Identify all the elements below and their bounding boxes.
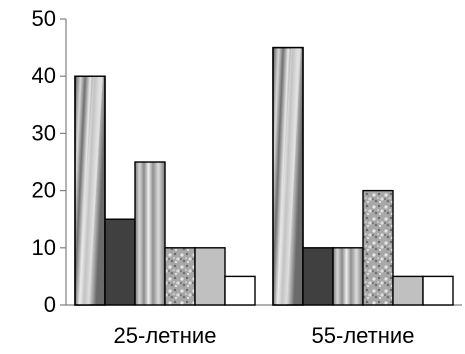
y-tick-label: 0 [44,292,56,317]
y-tick-label: 30 [32,120,56,145]
bar-outline-series-1-cat-2 [272,46,304,306]
bar-series-4-cat-2 [362,189,394,306]
bar-series-5-cat-2 [392,275,424,306]
y-tick-label: 10 [32,235,56,260]
bar-series-5-cat-1 [194,247,226,306]
bar-series-6-cat-2 [422,275,454,306]
bar-highlight-series-1-cat-2 [277,47,301,305]
y-tick-label: 40 [32,63,56,88]
bar-series-4-cat-1 [164,247,196,306]
x-category-label: 55-летние [312,323,415,348]
bar-highlight-series-1-cat-1 [79,76,103,305]
bar-series-3-cat-1 [134,161,166,306]
bar-series-6-cat-1 [224,275,256,306]
y-tick-label: 20 [32,178,56,203]
bar-outline-series-1-cat-1 [74,75,106,306]
y-tick-label: 50 [32,6,56,31]
bars [74,46,454,306]
bar-series-2-cat-2 [302,247,334,306]
bar-series-2-cat-1 [104,218,136,306]
bar-series-3-cat-2 [332,247,364,306]
labels: 0 10 20 30 40 50 25-летние 55-летние [32,6,415,348]
x-category-label: 25-летние [114,323,217,348]
